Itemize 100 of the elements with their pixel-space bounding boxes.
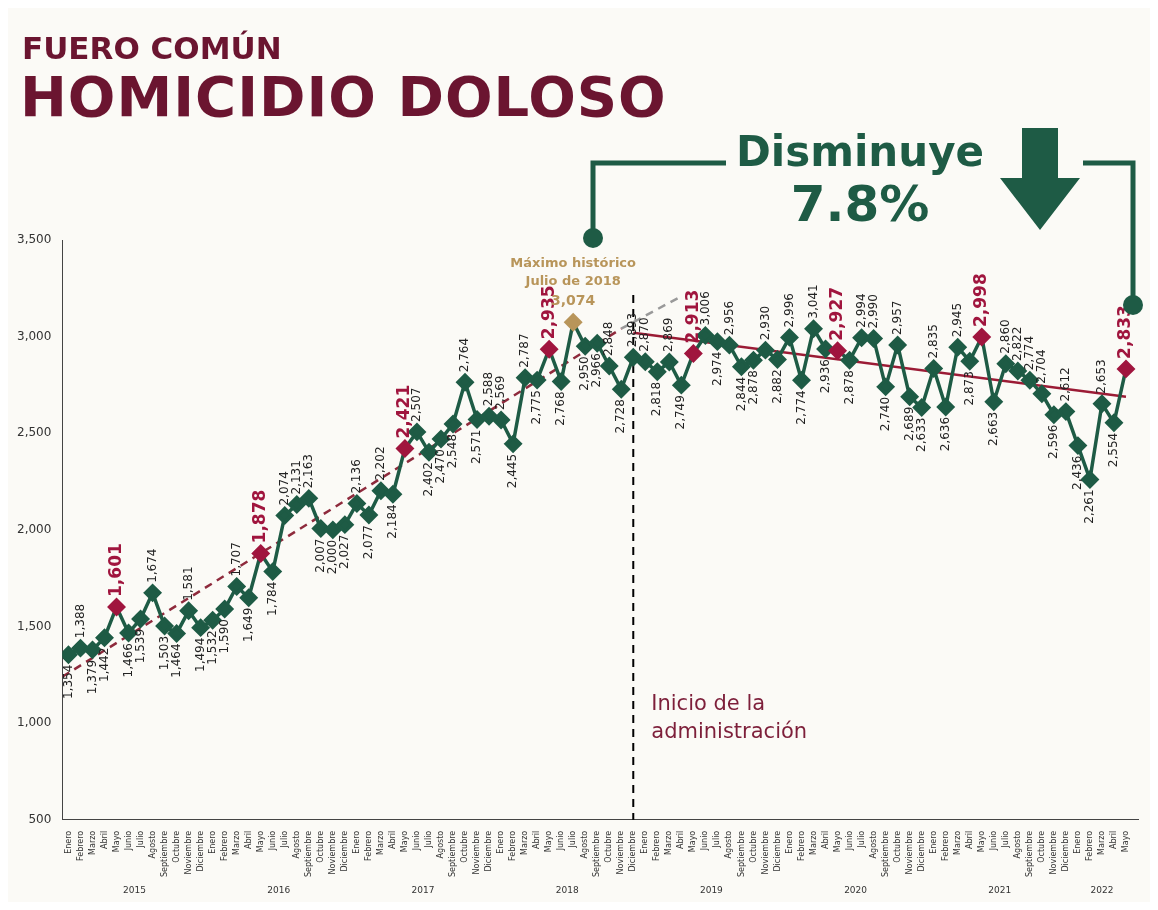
x-tick-label: Octubre [1036, 830, 1046, 863]
data-label: 2,131 [288, 460, 303, 495]
data-label: 1,784 [264, 581, 279, 616]
data-label: 2,844 [733, 376, 748, 412]
data-label: 2,077 [361, 524, 376, 560]
data-label: 2,704 [1033, 349, 1048, 384]
data-label: 2,728 [613, 399, 628, 434]
x-tick-label: Octubre [315, 830, 325, 863]
data-label: 2,663 [985, 411, 1000, 447]
x-tick-label: Abril [388, 830, 398, 850]
x-tick-label: Enero [496, 830, 506, 854]
data-label: 2,636 [937, 416, 952, 452]
data-label: 2,878 [841, 370, 856, 405]
x-tick-label: Octubre [892, 830, 902, 863]
x-tick-label: Julio [712, 830, 722, 849]
x-tick-label: Junio [412, 830, 422, 852]
x-tick-label: Octubre [748, 830, 758, 863]
data-label: 2,787 [517, 333, 532, 368]
x-tick-label: Abril [243, 830, 253, 850]
text: 2018 [555, 884, 579, 895]
data-label: 2,596 [1046, 424, 1060, 460]
data-label: 2,689 [901, 406, 916, 442]
x-tick-label: Abril [532, 830, 542, 850]
data-label: 1,388 [72, 603, 87, 639]
x-tick-label: Mayo [976, 830, 986, 853]
x-tick-label: Marzo [1097, 830, 1107, 855]
x-tick-label: Agosto [436, 830, 446, 859]
x-tick-label: Septiembre [303, 830, 313, 877]
data-label: 2,774 [1021, 335, 1036, 371]
y-tick-label: 1,000 [16, 715, 52, 730]
x-tick-label: Noviembre [183, 830, 193, 875]
data-label: 2,000 [324, 539, 339, 575]
chart-subtitle: FUERO COMÚN [22, 30, 282, 66]
x-tick-label: Mayo [832, 830, 842, 853]
x-tick-label: Septiembre [880, 830, 890, 877]
x-tick-label: Octubre [171, 830, 181, 863]
data-label: 2,848 [601, 321, 616, 356]
x-tick-label: Marzo [375, 830, 385, 855]
x-tick-label: Diciembre [339, 830, 349, 872]
x-tick-label: Febrero [363, 830, 373, 861]
data-label: 2,571 [469, 429, 484, 464]
data-label: 2,878 [745, 370, 760, 405]
x-tick-label: Junio [123, 830, 133, 852]
x-tick-label: Diciembre [772, 830, 782, 872]
data-label: 2,974 [709, 351, 724, 387]
x-tick-label: Marzo [87, 830, 97, 855]
x-tick-label: Marzo [231, 830, 241, 855]
x-tick-label: Diciembre [1060, 830, 1070, 872]
data-label: 2,588 [481, 371, 496, 407]
data-label: 1,707 [228, 542, 243, 577]
x-tick-label: Enero [928, 830, 938, 854]
data-label: 1,601 [104, 543, 125, 597]
x-tick-label: Mayo [111, 830, 121, 853]
data-label: 2,184 [385, 504, 400, 539]
text: 2021 [988, 884, 1012, 895]
data-label: 2,548 [445, 433, 460, 469]
data-label: 2,822 [1009, 326, 1024, 362]
x-tick-label: Mayo [400, 830, 410, 853]
x-tick-label: Julio [424, 830, 434, 849]
x-tick-label: Marzo [808, 830, 818, 855]
x-tick-label: Noviembre [472, 830, 482, 875]
x-tick-label: Febrero [652, 830, 662, 861]
x-tick-label: Diciembre [628, 830, 638, 872]
data-label: 1,581 [180, 566, 195, 601]
text: 7.8% [789, 175, 931, 234]
x-tick-label: Enero [1072, 830, 1082, 854]
x-tick-label: Julio [568, 830, 578, 849]
x-tick-label: Abril [964, 830, 974, 850]
data-label: 2,554 [1106, 432, 1121, 468]
x-tick-label: Enero [640, 830, 650, 854]
x-tick-label: Enero [351, 830, 361, 854]
data-label: 2,927 [825, 286, 846, 341]
data-label: 2,740 [877, 396, 892, 432]
data-label: 1,674 [144, 548, 159, 583]
x-tick-label: Septiembre [592, 830, 602, 877]
x-tick-label: Febrero [1085, 830, 1095, 861]
x-tick-label: Septiembre [448, 830, 458, 877]
y-tick-label: 3,000 [16, 328, 52, 343]
x-tick-label: Diciembre [195, 830, 205, 872]
x-tick-label: Mayo [1121, 830, 1131, 853]
x-tick-label: Octubre [460, 830, 470, 863]
x-tick-label: Abril [99, 830, 109, 850]
data-label: 2,007 [312, 538, 327, 573]
data-label: 1,590 [216, 619, 231, 654]
x-tick-label: Marzo [664, 830, 674, 855]
data-label: 2,945 [949, 302, 964, 338]
data-label: 2,027 [336, 534, 351, 570]
x-tick-label: Octubre [604, 830, 614, 863]
y-tick-label: 500 [28, 811, 52, 826]
data-label: 2,612 [1058, 367, 1073, 402]
x-tick-label: Julio [279, 830, 289, 849]
data-label: 1,494 [192, 637, 207, 673]
x-tick-label: Noviembre [1048, 830, 1058, 875]
x-tick-label: Marzo [520, 830, 530, 855]
y-tick-label: 3,500 [16, 232, 52, 247]
text: Disminuye [734, 127, 986, 177]
x-tick-label: Noviembre [327, 830, 337, 875]
data-label: 2,936 [817, 358, 832, 394]
x-tick-label: Junio [556, 830, 566, 852]
y-tick-label: 2,500 [16, 425, 52, 440]
